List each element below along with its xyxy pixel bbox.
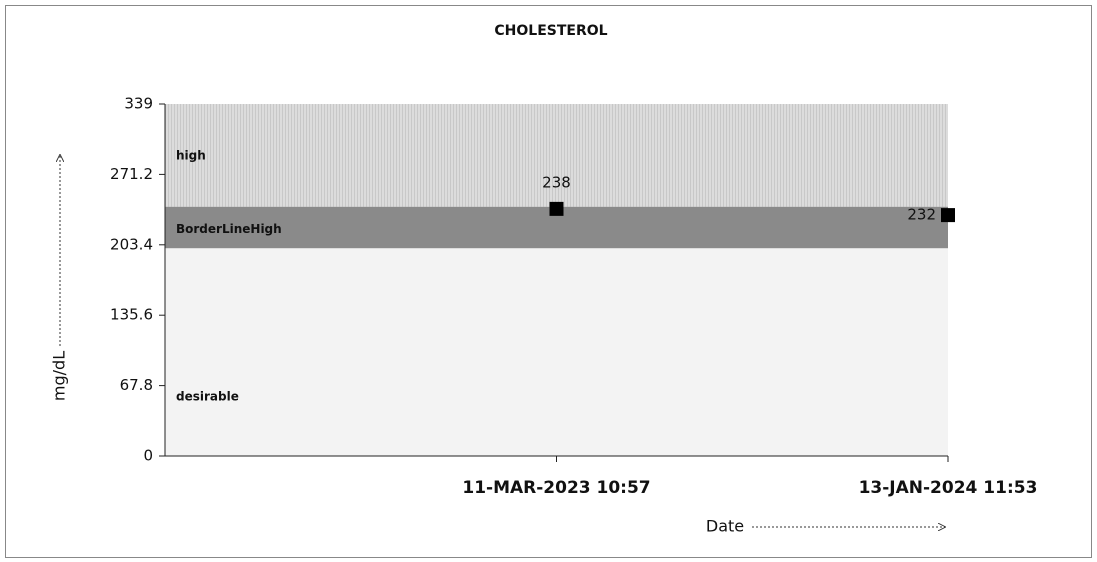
y-axis-label: mg/dL (50, 351, 69, 401)
frame (5, 5, 1092, 558)
chart-title: CHOLESTEROL (494, 23, 607, 39)
band-texture (165, 104, 948, 207)
y-tick-label: 203.4 (110, 235, 153, 253)
data-label: 238 (542, 173, 571, 191)
data-label: 232 (907, 206, 936, 224)
point (549, 201, 564, 216)
axes: 0 67.8 135.6 203.4 271.2 339 11-MAR-2023 10:57… (110, 95, 1037, 499)
y-tick-label: 339 (124, 95, 153, 113)
y-tick-label: 271.2 (110, 165, 153, 183)
band-label: desirable (176, 390, 239, 404)
x-tick-label: 11-MAR-2023 10:57 (462, 478, 650, 498)
y-tick-label: 0 (143, 447, 153, 465)
y-tick-label: 67.8 (120, 376, 153, 394)
point (941, 208, 955, 223)
x-axis-label: Date (706, 517, 744, 536)
band (165, 248, 948, 456)
y-tick-label: 135.6 (110, 306, 153, 324)
band-label: high (176, 149, 206, 163)
band-label: BorderLineHigh (176, 222, 282, 236)
x-tick-label: 13-JAN-2024 11:53 (859, 478, 1038, 498)
bands: high BorderLineHigh desirable (165, 104, 948, 456)
